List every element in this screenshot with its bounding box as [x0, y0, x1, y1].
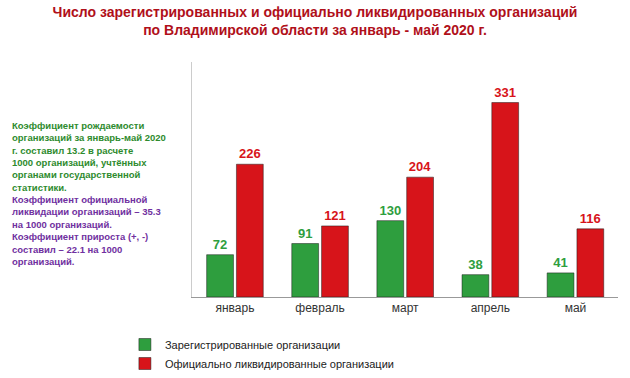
svg-text:Коэффициент рождаемостиорганиз: Коэффициент рождаемостиорганизаций за ян…	[12, 120, 166, 267]
svg-text:май: май	[565, 301, 587, 315]
svg-text:Зарегистрированные организации: Зарегистрированные организации	[165, 339, 340, 351]
svg-text:Официально ликвидированные орг: Официально ликвидированные организации	[165, 358, 394, 370]
svg-text:121: 121	[324, 208, 346, 223]
svg-text:Число зарегистрированных и офи: Число зарегистрированных и официально ли…	[53, 4, 578, 38]
svg-text:март: март	[392, 301, 419, 315]
svg-text:январь: январь	[215, 301, 254, 315]
svg-text:февраль: февраль	[295, 301, 345, 315]
svg-text:130: 130	[379, 203, 401, 218]
svg-text:331: 331	[494, 85, 516, 100]
svg-text:116: 116	[580, 211, 601, 226]
svg-text:204: 204	[409, 159, 431, 174]
svg-text:апрель: апрель	[471, 301, 510, 315]
svg-text:91: 91	[298, 226, 312, 241]
svg-text:38: 38	[468, 257, 482, 272]
svg-text:41: 41	[553, 255, 567, 270]
svg-text:72: 72	[213, 237, 227, 252]
svg-text:226: 226	[239, 146, 261, 161]
